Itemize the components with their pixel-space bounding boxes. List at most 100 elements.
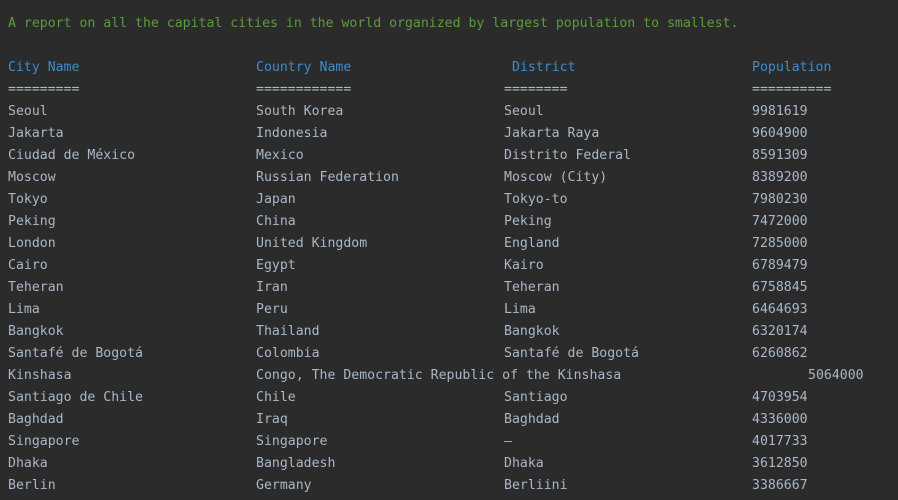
population-cell: 9604900 xyxy=(752,126,808,141)
table-row: Bangkok Thailand Bangkok 6320174 xyxy=(0,321,898,343)
population-cell: 4017733 xyxy=(752,434,808,449)
separator-population: ========== xyxy=(752,82,832,97)
district-cell: Kairo xyxy=(504,258,544,273)
district-cell: Distrito Federal xyxy=(504,148,632,163)
district-cell: – xyxy=(504,434,512,449)
table-row: Santiago de Chile Chile Santiago 4703954 xyxy=(0,387,898,409)
city-cell: London xyxy=(8,236,56,251)
district-cell: Jakarta Raya xyxy=(504,126,600,141)
city-cell: Dhaka xyxy=(8,456,48,471)
header-city-name: City Name xyxy=(8,60,80,75)
country-cell: Indonesia xyxy=(256,126,328,141)
city-cell: Peking xyxy=(8,214,56,229)
table-separator-row: ========= ============ ======== ========… xyxy=(0,79,898,101)
table-row: Kinshasa Congo, The Democratic Republic … xyxy=(0,365,898,387)
country-cell: Congo, The Democratic Republic of the Ki… xyxy=(256,368,622,383)
population-cell: 4703954 xyxy=(752,390,808,405)
table-row: Cairo Egypt Kairo 6789479 xyxy=(0,255,898,277)
table-row: Moscow Russian Federation Moscow (City) … xyxy=(0,167,898,189)
country-cell: Iraq xyxy=(256,412,288,427)
country-cell: Chile xyxy=(256,390,296,405)
district-cell: England xyxy=(504,236,560,251)
population-cell: 6789479 xyxy=(752,258,808,273)
city-cell: Bangkok xyxy=(8,324,64,339)
district-cell: Tokyo-to xyxy=(504,192,568,207)
city-cell: Santafé de Bogotá xyxy=(8,346,143,361)
table-row: Singapore Singapore – 4017733 xyxy=(0,431,898,453)
country-cell: Colombia xyxy=(256,346,320,361)
district-cell: Berliini xyxy=(504,478,568,493)
header-country-name: Country Name xyxy=(256,60,352,75)
table-header-row: City Name Country Name District Populati… xyxy=(0,57,898,79)
population-cell: 6260862 xyxy=(752,346,808,361)
population-cell: 9981619 xyxy=(752,104,808,119)
population-cell: 6464693 xyxy=(752,302,808,317)
table-row: Santafé de Bogotá Colombia Santafé de Bo… xyxy=(0,343,898,365)
city-cell: Moscow xyxy=(8,170,56,185)
report-title: A report on all the capital cities in th… xyxy=(8,16,739,31)
population-cell: 8389200 xyxy=(752,170,808,185)
population-cell: 7472000 xyxy=(752,214,808,229)
table-row: Berlin Germany Berliini 3386667 xyxy=(0,475,898,497)
table-row: Tokyo Japan Tokyo-to 7980230 xyxy=(0,189,898,211)
city-cell: Jakarta xyxy=(8,126,64,141)
city-cell: Lima xyxy=(8,302,40,317)
population-cell: 5064000 xyxy=(808,368,864,383)
population-cell: 3386667 xyxy=(752,478,808,493)
city-cell: Cairo xyxy=(8,258,48,273)
country-cell: China xyxy=(256,214,296,229)
city-cell: Baghdad xyxy=(8,412,64,427)
country-cell: Thailand xyxy=(256,324,320,339)
city-cell: Tokyo xyxy=(8,192,48,207)
table-row: Seoul South Korea Seoul 9981619 xyxy=(0,101,898,123)
separator-district: ======== xyxy=(504,82,568,97)
district-cell: Lima xyxy=(504,302,536,317)
district-cell: Bangkok xyxy=(504,324,560,339)
population-cell: 3612850 xyxy=(752,456,808,471)
city-cell: Singapore xyxy=(8,434,80,449)
header-population: Population xyxy=(752,60,832,75)
table-row: Dhaka Bangladesh Dhaka 3612850 xyxy=(0,453,898,475)
district-cell: Dhaka xyxy=(504,456,544,471)
district-cell: Moscow (City) xyxy=(504,170,608,185)
district-cell: Peking xyxy=(504,214,552,229)
city-cell: Berlin xyxy=(8,478,56,493)
table-row: Peking China Peking 7472000 xyxy=(0,211,898,233)
table-row: Baghdad Iraq Baghdad 4336000 xyxy=(0,409,898,431)
country-cell: Russian Federation xyxy=(256,170,399,185)
header-district: District xyxy=(512,60,576,75)
district-cell: Teheran xyxy=(504,280,560,295)
country-cell: Peru xyxy=(256,302,288,317)
district-cell: Baghdad xyxy=(504,412,560,427)
city-cell: Kinshasa xyxy=(8,368,72,383)
separator-city: ========= xyxy=(8,82,80,97)
country-cell: Mexico xyxy=(256,148,304,163)
country-cell: Bangladesh xyxy=(256,456,336,471)
country-cell: Germany xyxy=(256,478,312,493)
country-cell: Iran xyxy=(256,280,288,295)
country-cell: Singapore xyxy=(256,434,328,449)
city-cell: Teheran xyxy=(8,280,64,295)
country-cell: South Korea xyxy=(256,104,344,119)
population-cell: 8591309 xyxy=(752,148,808,163)
population-cell: 4336000 xyxy=(752,412,808,427)
table-row: Jakarta Indonesia Jakarta Raya 9604900 xyxy=(0,123,898,145)
separator-country: ============ xyxy=(256,82,352,97)
table-row: London United Kingdom England 7285000 xyxy=(0,233,898,255)
city-cell: Ciudad de México xyxy=(8,148,136,163)
population-cell: 6758845 xyxy=(752,280,808,295)
population-cell: 6320174 xyxy=(752,324,808,339)
country-cell: Egypt xyxy=(256,258,296,273)
district-cell: Seoul xyxy=(504,104,544,119)
table-row: Lima Peru Lima 6464693 xyxy=(0,299,898,321)
district-cell: Santiago xyxy=(504,390,568,405)
table-row: Teheran Iran Teheran 6758845 xyxy=(0,277,898,299)
population-cell: 7980230 xyxy=(752,192,808,207)
country-cell: United Kingdom xyxy=(256,236,368,251)
population-cell: 7285000 xyxy=(752,236,808,251)
city-cell: Santiago de Chile xyxy=(8,390,143,405)
country-cell: Japan xyxy=(256,192,296,207)
city-cell: Seoul xyxy=(8,104,48,119)
table-row: Ciudad de México Mexico Distrito Federal… xyxy=(0,145,898,167)
